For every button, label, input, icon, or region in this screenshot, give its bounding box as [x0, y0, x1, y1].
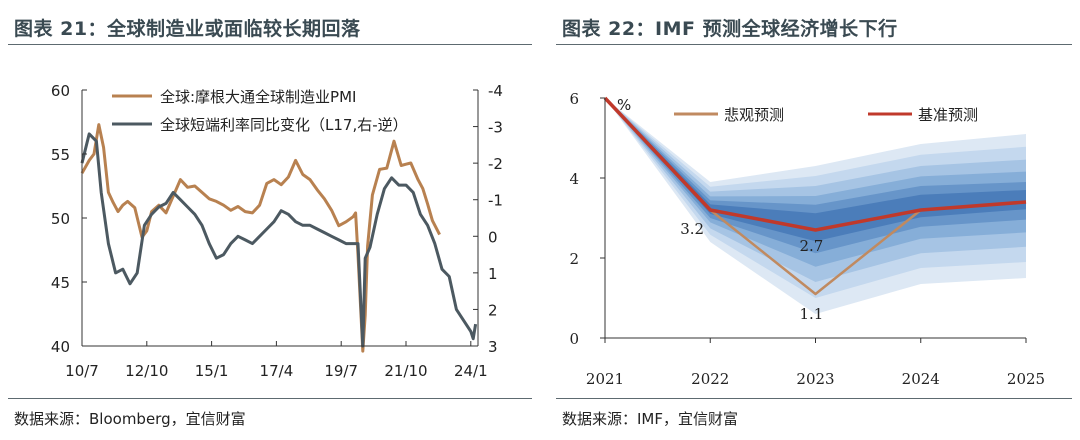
left-y-tick-label: 40: [51, 338, 70, 356]
right-chart-source: 数据来源：IMF，宜信财富: [562, 410, 738, 428]
left-chart-source: 数据来源：Bloomberg，宜信财富: [14, 410, 246, 428]
right-chart-panel: 图表 22：IMF 预测全球经济增长下行 0 2 4 6% 2021 2022 2023 20…: [548, 0, 1080, 440]
left-y-tick-label: 55: [51, 146, 70, 164]
x-tick-label: 2021: [586, 370, 624, 388]
pmi-series-line: [80, 123, 441, 353]
legend-label-baseline: 基准预测: [918, 106, 978, 124]
right-y-tick-label: 3: [488, 338, 498, 356]
right-title-divider: [556, 44, 1072, 45]
right-y-tick-label: 0: [488, 228, 498, 246]
left-y-tick-label: 50: [51, 210, 70, 228]
x-tick-label: 2025: [1007, 370, 1045, 388]
left-chart-panel: 图表 21：全球制造业或面临较长期回落 60 55 50 45 40 -4 -3 -2 -1 0 1…: [8, 18, 532, 428]
x-tick-label: 2022: [691, 370, 729, 388]
rate-change-series-line: [80, 132, 478, 348]
x-tick-label: 15/1: [195, 362, 229, 380]
baseline-forecast-line: [603, 96, 1027, 232]
right-y-tick-label: 1: [488, 265, 498, 283]
y-tick-label: 6: [569, 90, 579, 108]
pmi-rate-chart: 60 55 50 45 40 -4 -3 -2 -1 0 1 2 3 10/7 12/10 15/1 17/4 1…: [51, 82, 503, 380]
x-tick-label: 17/4: [260, 362, 294, 380]
legend-label-pessimistic: 悲观预测: [724, 106, 784, 124]
data-label-2023: 1.1: [800, 305, 824, 323]
x-tick-label: 2023: [796, 370, 834, 388]
y-unit-label: %: [617, 96, 631, 114]
left-footer-divider: [8, 398, 532, 399]
y-tick-label: 2: [569, 250, 579, 268]
x-tick-label: 19/7: [324, 362, 358, 380]
data-label-2023: 2.7: [800, 237, 824, 255]
data-label-2022: 3.2: [680, 220, 704, 238]
right-y-tick-label: -4: [488, 82, 503, 100]
right-y-tick-label: -3: [488, 119, 503, 137]
x-tick-label: 21/10: [384, 362, 427, 380]
fan-band-6: [605, 98, 1026, 242]
left-y-tick-label: 45: [51, 274, 70, 292]
x-tick-label: 12/10: [125, 362, 168, 380]
left-chart-title: 图表 21：全球制造业或面临较长期回落: [14, 18, 361, 40]
x-tick-label: 2024: [902, 370, 940, 388]
left-y-tick-label: 60: [51, 82, 70, 100]
legend-label-pmi: 全球:摩根大通全球制造业PMI: [160, 88, 356, 106]
right-chart-title: 图表 22：IMF 预测全球经济增长下行: [562, 18, 898, 40]
right-y-tick-label: -1: [488, 192, 503, 210]
y-tick-label: 4: [569, 170, 579, 188]
left-title-divider: [8, 44, 532, 45]
imf-forecast-chart: 0 2 4 6 % 2021 2022 2023 2024 2025 悲观预测 基准预测 3.2 2.…: [569, 90, 1045, 388]
right-footer-divider: [556, 398, 1072, 399]
right-y-tick-label: 2: [488, 301, 498, 319]
x-tick-label: 24/1: [454, 362, 488, 380]
legend-label-rate: 全球短端利率同比变化（L17,右-逆）: [160, 116, 408, 134]
right-y-tick-label: -2: [488, 155, 503, 173]
y-tick-label: 0: [569, 330, 579, 348]
x-tick-label: 10/7: [65, 362, 99, 380]
